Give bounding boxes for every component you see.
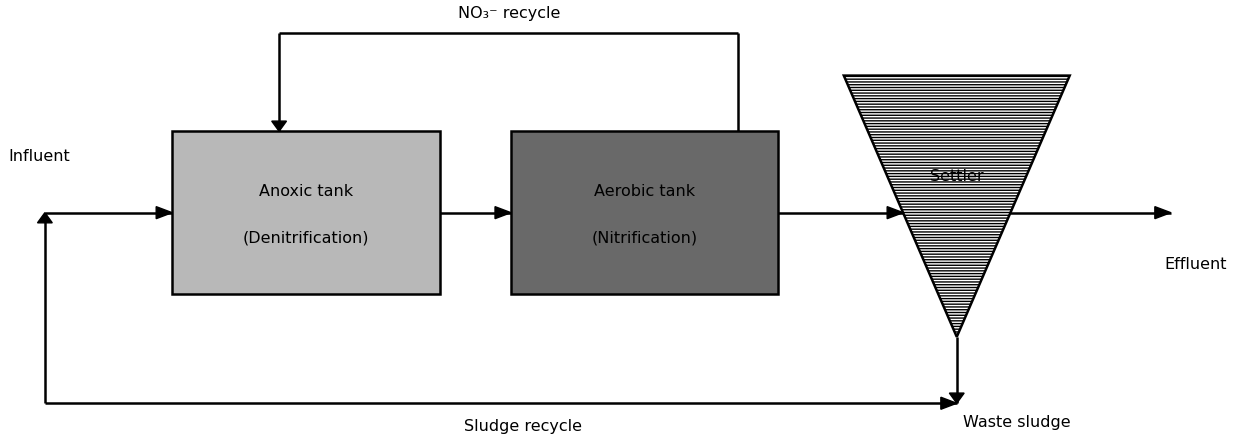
Text: (Nitrification): (Nitrification) [591, 231, 698, 246]
Text: NO₃⁻ recycle: NO₃⁻ recycle [458, 6, 560, 21]
Text: Effluent: Effluent [1165, 257, 1227, 272]
Text: Influent: Influent [9, 149, 69, 165]
Text: Waste sludge: Waste sludge [962, 415, 1070, 430]
Text: Aerobic tank: Aerobic tank [594, 184, 695, 199]
Polygon shape [1155, 207, 1170, 219]
Text: Anoxic tank: Anoxic tank [259, 184, 353, 199]
Text: (Denitrification): (Denitrification) [242, 231, 369, 246]
Polygon shape [37, 213, 52, 223]
Polygon shape [156, 207, 172, 219]
Polygon shape [949, 393, 964, 403]
Text: Sludge recycle: Sludge recycle [464, 419, 581, 434]
Polygon shape [844, 76, 1070, 337]
Bar [172, 131, 439, 294]
Text: Settler: Settler [930, 169, 983, 184]
Polygon shape [272, 121, 287, 131]
Bar [511, 131, 778, 294]
Polygon shape [887, 207, 903, 219]
Polygon shape [495, 207, 511, 219]
Polygon shape [941, 397, 956, 409]
